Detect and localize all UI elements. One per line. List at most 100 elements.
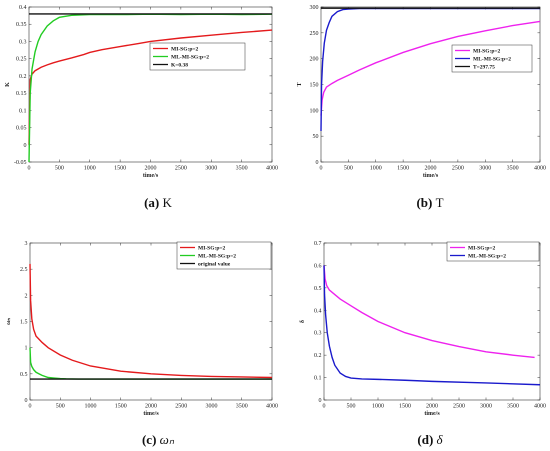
legend-label: ML-MI-SG:p=2: [171, 55, 209, 61]
y-tick-label: 200: [310, 57, 319, 63]
plot-frame: [320, 6, 541, 163]
y-tick-label: 0.3: [19, 39, 27, 45]
series-line-1: [320, 20, 541, 116]
x-tick-label: 2000: [145, 166, 157, 172]
y-tick-label: 0.7: [314, 241, 322, 247]
legend-label: MI-SG:p=2: [171, 47, 199, 53]
x-tick-label: 500: [55, 166, 64, 172]
plot-frame: [28, 6, 273, 163]
x-tick-label: 3500: [236, 404, 248, 410]
x-tick-label: 1500: [399, 404, 411, 410]
figure-caption: (b) T: [416, 195, 443, 210]
y-tick-label: 0: [316, 160, 319, 166]
x-tick-label: 0: [29, 404, 32, 410]
caption-label: (b): [416, 195, 435, 210]
x-tick-label: 3500: [236, 166, 248, 172]
legend-label: MI-SG:p=2: [473, 49, 501, 55]
y-tick-label: 0.6: [314, 263, 322, 269]
figure-caption: (d) δ: [417, 432, 443, 447]
x-tick-label: 3000: [479, 166, 491, 172]
x-tick-label: 4000: [266, 404, 278, 410]
x-axis-label: time/s: [423, 173, 439, 179]
y-tick-label: 150: [310, 83, 319, 89]
y-tick-label: 0.1: [314, 376, 322, 382]
x-tick-label: 2000: [145, 404, 157, 410]
x-axis-label: time/s: [143, 173, 159, 179]
x-tick-label: 1000: [85, 404, 97, 410]
legend: MI-SG:p=2 ML-MI-SG:p=2 T=297.75: [451, 44, 533, 73]
x-tick-label: 2500: [175, 404, 187, 410]
y-tick-label: 0.3: [314, 331, 322, 337]
x-tick-label: 3500: [507, 404, 519, 410]
x-tick-label: 500: [347, 404, 356, 410]
y-tick-label: 300: [310, 5, 319, 11]
series-line-1: [28, 29, 273, 145]
legend-label: T=297.75: [473, 65, 495, 71]
y-tick-label: 3: [25, 241, 28, 247]
legend: MI-SG:p=2 ML-MI-SG:p=2 K=0.38: [149, 42, 246, 71]
caption-label: (c): [142, 432, 160, 447]
x-tick-label: 0: [323, 404, 326, 410]
x-tick-label: 500: [56, 404, 65, 410]
y-tick-label: 2.5: [20, 267, 28, 273]
y-tick-label: 0: [319, 398, 322, 404]
x-tick-label: 4000: [266, 166, 278, 172]
x-tick-label: 1500: [115, 404, 127, 410]
x-tick-label: 1000: [372, 404, 384, 410]
x-tick-label: 2000: [426, 404, 438, 410]
caption-text: T: [436, 195, 444, 210]
y-tick-label: 100: [310, 108, 319, 114]
x-tick-label: 3500: [507, 166, 519, 172]
legend: MI-SG:p=2 ML-MI-SG:p=2: [446, 241, 540, 262]
figure-caption: (c) ωₙ: [142, 432, 175, 447]
x-tick-label: 2000: [425, 166, 437, 172]
series-line-2: [323, 265, 541, 386]
legend-label: ML-MI-SG:p=2: [198, 254, 236, 260]
y-axis-label: δ: [300, 320, 306, 323]
figure-caption: (a) K: [144, 195, 172, 210]
y-tick-label: 0.25: [16, 57, 27, 63]
x-tick-label: 3000: [205, 166, 217, 172]
y-tick-label: 50: [313, 134, 319, 140]
y-axis-label: K: [5, 82, 11, 87]
x-tick-label: 4000: [534, 166, 546, 172]
y-tick-label: 0.2: [19, 74, 27, 80]
legend-label: MI-SG:p=2: [468, 246, 496, 252]
series-line-1: [29, 263, 273, 379]
y-tick-label: 1.5: [20, 320, 28, 326]
x-tick-label: 0: [28, 166, 31, 172]
y-tick-label: 0.05: [16, 126, 27, 132]
y-tick-label: 0.4: [19, 5, 27, 11]
legend-box: [446, 241, 540, 262]
y-tick-label: 0.35: [16, 22, 27, 28]
y-tick-label: 0.5: [20, 372, 28, 378]
chart-panel-1: 0 500 1000 1500 2000 2500 3000 3500 4000-0.0500.…: [5, 5, 278, 210]
x-tick-label: 1500: [397, 166, 409, 172]
chart-panel-3: 0 500 1000 1500 2000 2500 3000 3500 4000 0 0.5 1 1.5…: [6, 241, 278, 447]
legend-label: K=0.38: [171, 63, 188, 69]
legend-box: [149, 42, 246, 71]
y-tick-label: 0: [25, 398, 28, 404]
x-tick-label: 2500: [452, 166, 464, 172]
y-axis-label: ωₙ: [6, 318, 12, 325]
caption-text: K: [163, 195, 173, 210]
caption-label: (a): [144, 195, 162, 210]
chart-panel-2: 0 500 1000 1500 2000 2500 3000 3500 4000 0 50 100 15…: [297, 5, 546, 210]
y-tick-label: 0.4: [314, 308, 322, 314]
x-tick-label: 2500: [175, 166, 187, 172]
x-tick-label: 4000: [534, 404, 546, 410]
y-axis-label: T: [297, 82, 303, 86]
caption-text: ωₙ: [160, 432, 175, 447]
x-tick-label: 0: [320, 166, 323, 172]
legend-label: original value: [198, 262, 231, 268]
x-tick-label: 3000: [206, 404, 218, 410]
legend-label: ML-MI-SG:p=2: [473, 57, 511, 63]
y-tick-label: 2: [25, 293, 28, 299]
y-tick-label: 1: [25, 346, 28, 352]
legend: MI-SG:p=2 ML-MI-SG:p=2 original value: [176, 241, 272, 270]
y-tick-label: -0.05: [14, 160, 27, 166]
x-tick-label: 3000: [480, 404, 492, 410]
plot-frame: [323, 242, 541, 401]
y-tick-label: 0.1: [19, 108, 27, 114]
